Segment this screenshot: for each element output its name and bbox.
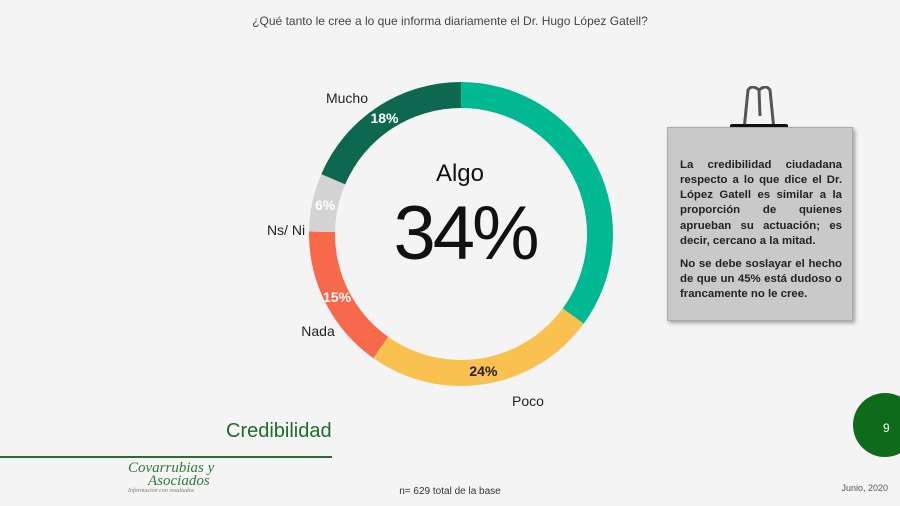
page-number: 9	[883, 421, 890, 435]
note-paragraph-2: No se debe soslayar el hecho de que un 4…	[680, 257, 842, 301]
section-title: Credibilidad	[226, 420, 332, 442]
value-label-nada: 15%	[323, 289, 352, 305]
center-value: 34%	[393, 191, 539, 276]
category-label-nsni: Ns/ Ni	[267, 222, 305, 238]
category-label-mucho: Mucho	[326, 90, 368, 106]
category-label-nada: Nada	[301, 323, 335, 339]
category-label-poco: Poco	[512, 393, 544, 409]
center-category-label: Algo	[435, 160, 485, 187]
slice-poco	[373, 308, 584, 387]
value-label-mucho: 18%	[370, 110, 399, 126]
analysis-note: La credibilidad ciudadana respecto a lo …	[667, 127, 853, 321]
logo-line-2: Asociados	[148, 473, 210, 489]
slice-nsni	[309, 174, 346, 232]
slice-nada	[309, 231, 389, 359]
date-label: Junio, 2020	[841, 483, 888, 493]
logo-line-1: Covarrubias y	[128, 460, 215, 476]
value-label-poco: 24%	[469, 363, 498, 379]
value-label-nsni: 6%	[315, 197, 336, 213]
title-divider	[0, 456, 332, 458]
slice-algo	[461, 82, 614, 324]
logo-tagline: Información con resultados	[128, 488, 195, 494]
note-paragraph-1: La credibilidad ciudadana respecto a lo …	[680, 159, 842, 247]
survey-question: ¿Qué tanto le cree a lo que informa diar…	[252, 14, 648, 28]
company-logo: Covarrubias y Asociados Información con …	[128, 460, 215, 495]
sample-size-note: n= 629 total de la base	[399, 486, 501, 497]
slice-mucho	[321, 82, 461, 185]
page-number-badge	[853, 393, 900, 457]
